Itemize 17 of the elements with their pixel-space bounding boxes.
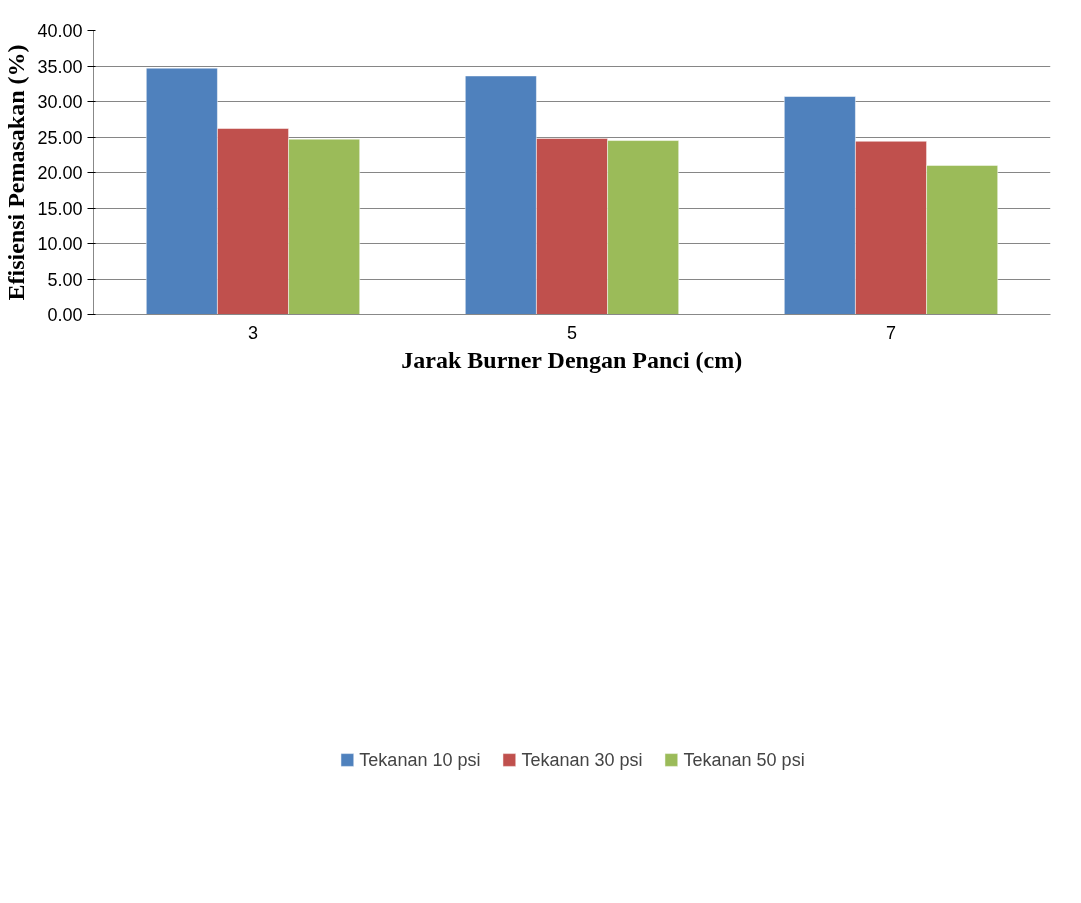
y-tick-label: 25.00 (37, 127, 83, 148)
y-tick-label: 40.00 (37, 21, 83, 41)
y-tick-label: 15.00 (37, 198, 83, 219)
y-tick-label: 10.00 (37, 234, 83, 254)
x-axis-title: Jarak Burner Dengan Panci (cm) (401, 346, 743, 373)
legend-label: Tekanan 30 psi (521, 749, 643, 771)
y-tick-label: 0.00 (47, 305, 83, 325)
legend-label: Tekanan 10 psi (359, 749, 481, 771)
y-axis-title: Efisiensi Pemasakan (%) (3, 44, 30, 301)
x-tick-label: 3 (247, 322, 259, 343)
x-tick-label: 5 (566, 322, 578, 343)
legend-label: Tekanan 50 psi (683, 749, 805, 771)
y-tick-label: 5.00 (47, 269, 83, 290)
y-tick-label: 35.00 (37, 56, 83, 77)
x-tick-label: 7 (885, 322, 897, 343)
y-tick-label: 20.00 (37, 163, 83, 183)
y-tick-label: 30.00 (37, 92, 83, 112)
